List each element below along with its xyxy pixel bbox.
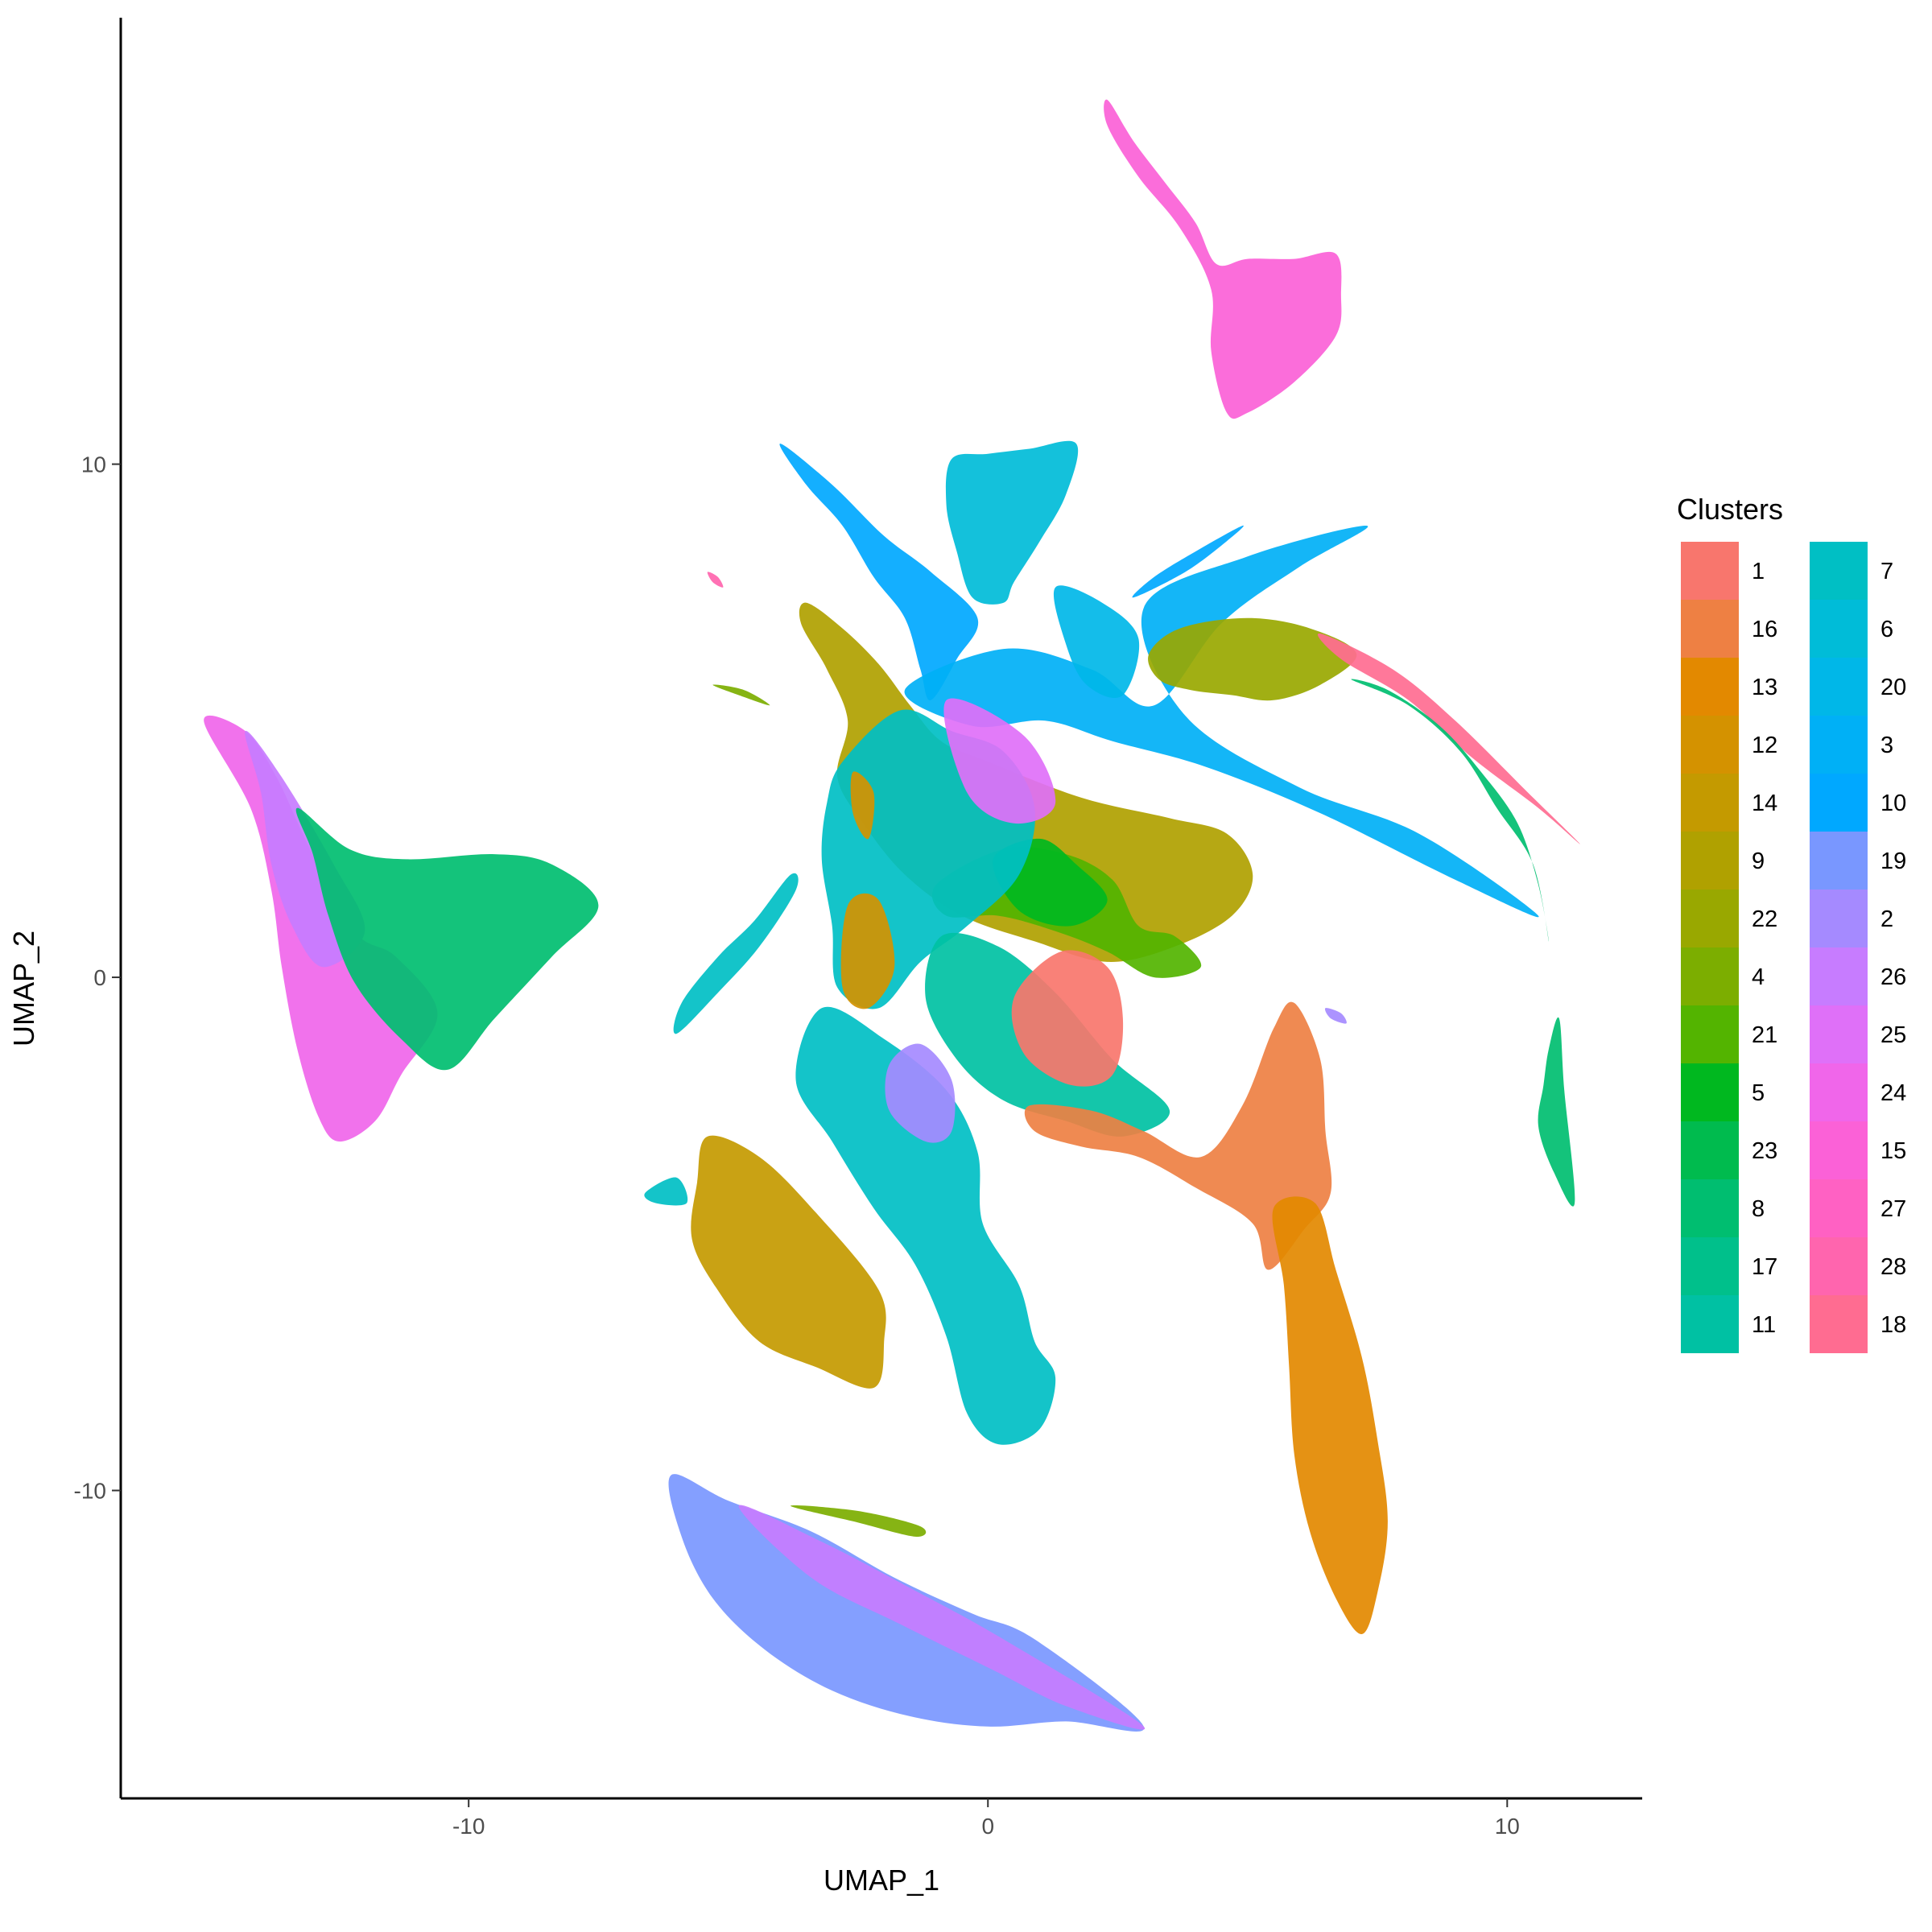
legend-key-13	[1681, 658, 1739, 716]
cluster-14-region	[691, 1135, 886, 1389]
cluster-8-region	[295, 807, 599, 1071]
cluster-8-region	[1351, 679, 1550, 942]
legend-label: 24	[1880, 1080, 1906, 1106]
legend-key-11	[1681, 1295, 1739, 1353]
legend-key-10	[1810, 774, 1868, 832]
legend-label: 5	[1752, 1080, 1765, 1106]
legend-key-1	[1681, 542, 1739, 600]
cluster-7-region	[644, 1177, 688, 1206]
legend-key-23	[1681, 1121, 1739, 1179]
cluster-1-region	[1011, 950, 1124, 1087]
legend-label: 7	[1880, 559, 1893, 584]
cluster-8-region	[1538, 1017, 1575, 1207]
legend-label: 8	[1752, 1196, 1765, 1222]
cluster-22-region	[1148, 617, 1357, 701]
legend-key-28	[1810, 1237, 1868, 1295]
legend-label: 3	[1880, 733, 1893, 758]
legend-key-21	[1681, 1005, 1739, 1063]
legend-key-8	[1681, 1179, 1739, 1237]
legend-key-2	[1810, 890, 1868, 947]
cluster-10-region	[1132, 525, 1244, 598]
legend-label: 21	[1752, 1022, 1777, 1048]
legend-label: 17	[1752, 1254, 1777, 1280]
cluster-7-region	[673, 873, 799, 1034]
legend-key-4	[1681, 947, 1739, 1005]
cluster-regions	[204, 99, 1580, 1732]
legend-label: 10	[1880, 791, 1906, 816]
legend-label: 12	[1752, 733, 1777, 758]
legend-key-9	[1681, 832, 1739, 890]
legend-key-24	[1810, 1063, 1868, 1121]
legend-label: 28	[1880, 1254, 1906, 1280]
legend-key-19	[1810, 832, 1868, 890]
cluster-10-region	[779, 444, 979, 700]
legend-key-20	[1810, 658, 1868, 716]
legend-items: 1 16 13 12 14 9 22 4 21 5 23 8 17 11 7 6 20 3 10 19 2 26 25 24 1…	[1681, 542, 1906, 1353]
cluster-6-region	[945, 440, 1079, 605]
legend-title: Clusters	[1677, 493, 1783, 526]
cluster-3-region	[904, 525, 1539, 918]
legend-key-17	[1681, 1237, 1739, 1295]
cluster-28-region	[707, 572, 724, 588]
legend-label: 1	[1752, 559, 1765, 584]
legend-key-26	[1810, 947, 1868, 1005]
cluster-7-region	[795, 1006, 1056, 1445]
legend-key-6	[1810, 600, 1868, 658]
cluster-26-region	[738, 1505, 1146, 1730]
x-tick-label: 10	[1495, 1814, 1520, 1839]
legend-label: 26	[1880, 964, 1906, 990]
y-tick-label: 0	[93, 965, 106, 990]
legend-label: 4	[1752, 964, 1765, 990]
legend-label: 20	[1880, 675, 1906, 700]
cluster-4-region	[712, 684, 770, 706]
legend-label: 13	[1752, 675, 1777, 700]
x-axis-ticks: -10 0 10	[452, 1798, 1520, 1839]
cluster-16-region	[1024, 1001, 1332, 1270]
legend-label: 19	[1880, 848, 1906, 874]
legend-label: 18	[1880, 1312, 1906, 1338]
legend-key-15	[1810, 1121, 1868, 1179]
x-tick-label: 0	[981, 1814, 994, 1839]
legend-label: 25	[1880, 1022, 1906, 1048]
legend-key-25	[1810, 1005, 1868, 1063]
legend-key-5	[1681, 1063, 1739, 1121]
legend-key-22	[1681, 890, 1739, 947]
y-axis-ticks: -10 0 10	[74, 452, 121, 1504]
cluster-15-region	[1104, 99, 1342, 419]
legend-key-14	[1681, 774, 1739, 832]
legend-key-18	[1810, 1295, 1868, 1353]
legend-label: 15	[1880, 1138, 1906, 1164]
y-tick-label: 10	[81, 452, 106, 477]
y-axis-title: UMAP_2	[7, 931, 40, 1046]
x-axis-title: UMAP_1	[824, 1864, 939, 1897]
legend-label: 11	[1752, 1312, 1776, 1338]
cluster-2-region	[1324, 1008, 1347, 1024]
legend-label: 9	[1752, 848, 1765, 874]
cluster-18-region	[1317, 633, 1580, 844]
legend-label: 23	[1752, 1138, 1777, 1164]
legend-label: 22	[1752, 906, 1777, 932]
legend-label: 2	[1880, 906, 1893, 932]
legend: Clusters 1161312149224215238171176203101…	[1677, 493, 1906, 1353]
legend-label: 27	[1880, 1196, 1906, 1222]
legend-label: 6	[1880, 617, 1893, 642]
legend-key-16	[1681, 600, 1739, 658]
cluster-25-region	[943, 698, 1056, 824]
x-tick-label: -10	[452, 1814, 485, 1839]
y-tick-label: -10	[74, 1479, 106, 1504]
legend-key-3	[1810, 716, 1868, 774]
cluster-4-region	[791, 1505, 927, 1537]
cluster-20-region	[1053, 585, 1140, 699]
legend-label: 14	[1752, 791, 1777, 816]
legend-label: 16	[1752, 617, 1777, 642]
cluster-12-region	[840, 893, 895, 1009]
cluster-12-region	[850, 771, 875, 840]
legend-key-7	[1810, 542, 1868, 600]
cluster-13-region	[1272, 1196, 1388, 1635]
legend-key-27	[1810, 1179, 1868, 1237]
cluster-2-region	[885, 1043, 956, 1143]
legend-key-12	[1681, 716, 1739, 774]
